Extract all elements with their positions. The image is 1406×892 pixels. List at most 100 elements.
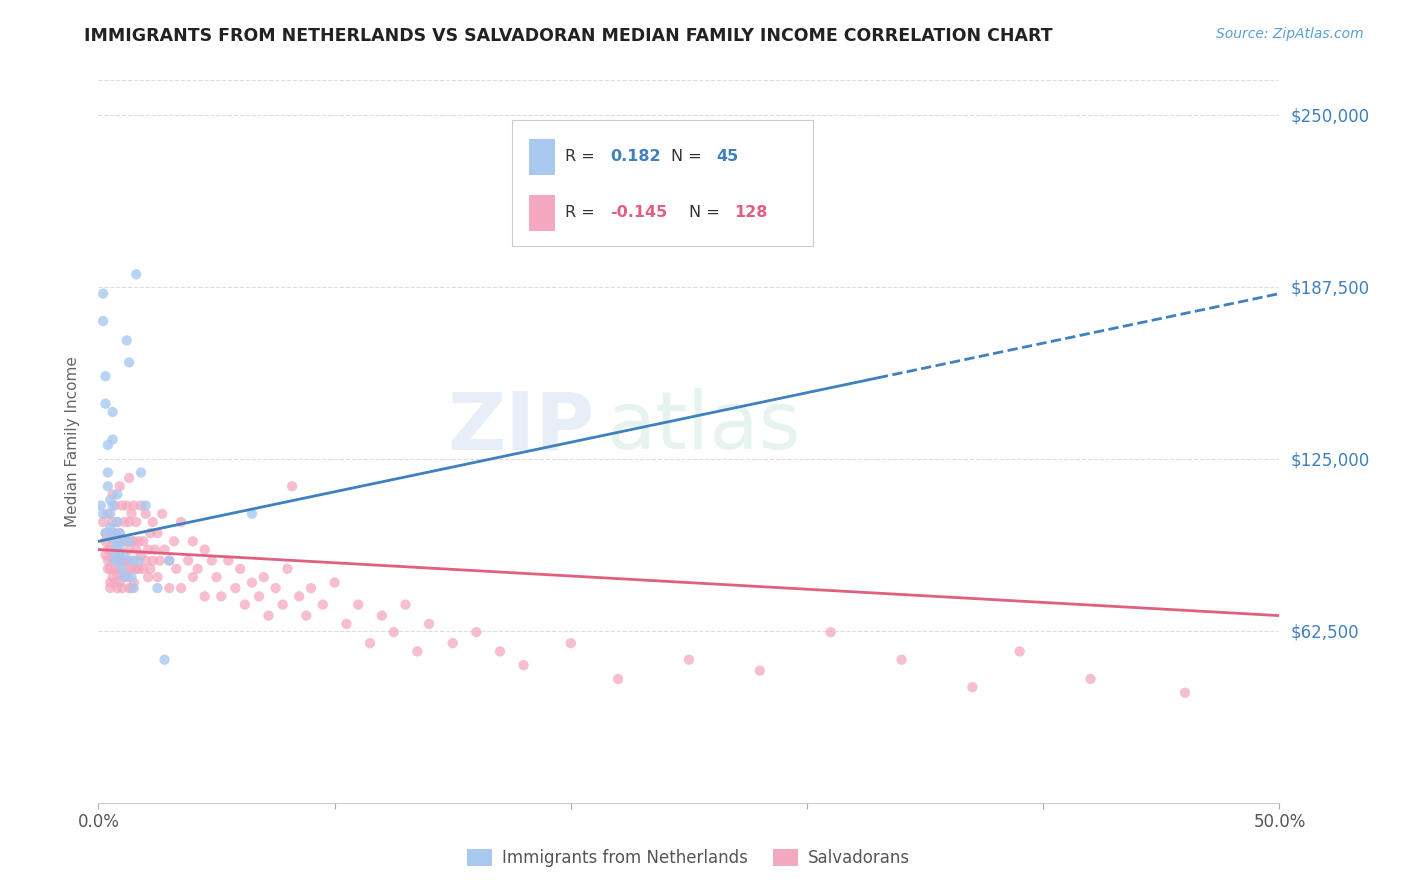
Point [115, 334, 138, 348]
Point [118, 534, 141, 549]
Point [157, 581, 180, 595]
Point [108, 553, 131, 567]
Text: N =: N = [671, 149, 707, 164]
Point [276, 562, 298, 576]
Point [139, 562, 162, 576]
Point [121, 581, 143, 595]
Point [139, 526, 162, 541]
Point [247, 590, 270, 604]
Point [135, 507, 157, 521]
Point [143, 542, 166, 557]
Point [97, 542, 120, 557]
Point [128, 562, 150, 576]
Point [94, 526, 117, 541]
Point [129, 466, 152, 480]
FancyBboxPatch shape [530, 139, 555, 175]
Point [125, 268, 148, 282]
Point [181, 534, 204, 549]
Point [299, 581, 322, 595]
Point [105, 540, 128, 554]
Point [121, 507, 143, 521]
Point [101, 570, 124, 584]
Point [115, 553, 138, 567]
Point [465, 625, 488, 640]
Point [104, 534, 127, 549]
Point [157, 553, 180, 567]
Point [118, 355, 141, 369]
Point [177, 553, 200, 567]
Point [128, 534, 150, 549]
Text: Source: ZipAtlas.com: Source: ZipAtlas.com [1216, 27, 1364, 41]
Point [105, 553, 128, 567]
Point [112, 570, 135, 584]
Point [678, 653, 700, 667]
Point [560, 129, 582, 144]
Point [98, 526, 121, 541]
Point [142, 515, 165, 529]
Point [240, 507, 263, 521]
Point [205, 570, 228, 584]
Point [112, 515, 135, 529]
Point [135, 553, 157, 567]
Point [441, 636, 464, 650]
Point [890, 653, 912, 667]
Point [98, 562, 121, 576]
Point [607, 672, 630, 686]
Point [125, 515, 148, 529]
Point [91, 515, 114, 529]
Text: 0.182: 0.182 [610, 149, 661, 164]
Point [91, 314, 114, 328]
Point [187, 562, 209, 576]
Point [748, 664, 770, 678]
Point [105, 534, 128, 549]
Point [359, 636, 381, 650]
Point [98, 581, 121, 595]
Point [347, 598, 370, 612]
Point [111, 499, 134, 513]
Point [115, 499, 138, 513]
Point [118, 562, 141, 576]
Point [108, 526, 131, 541]
Point [281, 479, 304, 493]
Point [101, 433, 124, 447]
Point [153, 542, 176, 557]
Point [129, 499, 152, 513]
Point [118, 471, 141, 485]
Point [97, 553, 120, 567]
Point [108, 575, 131, 590]
Point [101, 515, 124, 529]
Point [323, 575, 346, 590]
Point [146, 526, 169, 541]
Point [264, 581, 287, 595]
Point [253, 570, 276, 584]
Point [406, 644, 429, 658]
Point [209, 590, 232, 604]
Point [101, 553, 124, 567]
Point [163, 534, 186, 549]
Point [371, 608, 394, 623]
Point [128, 553, 150, 567]
Point [382, 625, 405, 640]
Point [111, 581, 134, 595]
Point [97, 507, 120, 521]
Text: ZIP: ZIP [447, 388, 595, 467]
Point [170, 581, 193, 595]
Point [962, 680, 984, 694]
Point [129, 548, 152, 562]
Point [121, 570, 143, 584]
Text: -0.145: -0.145 [610, 205, 666, 220]
Point [153, 653, 176, 667]
Point [233, 598, 256, 612]
Point [104, 526, 127, 541]
Point [295, 608, 318, 623]
Y-axis label: Median Family Income: Median Family Income [65, 356, 80, 527]
Point [101, 534, 124, 549]
Point [122, 581, 145, 595]
Point [91, 286, 114, 301]
Point [111, 567, 134, 582]
Point [108, 548, 131, 562]
Point [94, 548, 117, 562]
Text: R =: R = [565, 149, 600, 164]
Point [240, 575, 263, 590]
Point [111, 562, 134, 576]
